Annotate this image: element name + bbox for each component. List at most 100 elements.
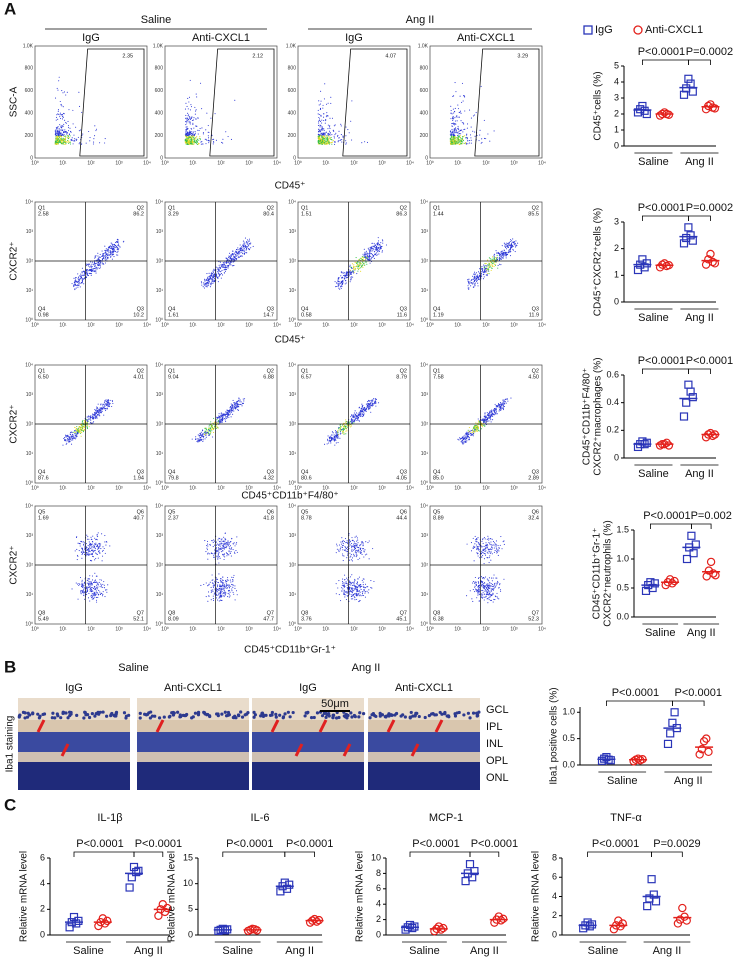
quadrant-value: 14.7 [263, 312, 274, 318]
event-dot [67, 138, 69, 140]
event-dot [467, 279, 469, 281]
event-dot [335, 431, 337, 433]
event-dot [455, 142, 457, 144]
event-dot [189, 79, 191, 81]
event-dot [242, 402, 244, 404]
event-dot [324, 83, 326, 85]
event-dot [359, 264, 361, 266]
event-dot [83, 419, 85, 421]
event-dot [222, 266, 224, 268]
event-dot [192, 119, 195, 121]
event-dot [72, 143, 74, 145]
event-dot [112, 250, 114, 252]
event-dot [500, 251, 502, 253]
event-dot [364, 410, 366, 412]
event-dot [238, 249, 240, 251]
event-dot [63, 131, 66, 133]
event-dot [356, 264, 358, 266]
event-dot [188, 114, 190, 116]
event-dot [348, 273, 350, 275]
event-dot [103, 547, 105, 550]
event-dot [485, 415, 487, 417]
event-dot [512, 238, 514, 240]
event-dot [66, 133, 68, 135]
event-dot [493, 263, 495, 265]
flow-x-tick: 10³ [115, 485, 123, 491]
flow-y-tick: 400 [25, 111, 34, 117]
event-dot [327, 133, 329, 135]
event-dot [187, 115, 189, 117]
event-dot [340, 432, 342, 435]
event-dot [67, 435, 70, 437]
event-dot [218, 264, 220, 266]
quadrant-value: 1.51 [301, 211, 312, 217]
event-dot [108, 402, 110, 404]
event-dot [454, 120, 457, 122]
event-dot [474, 275, 476, 277]
event-dot [102, 403, 104, 405]
event-dot [74, 288, 76, 290]
event-dot [224, 267, 226, 269]
event-dot [108, 247, 110, 249]
event-dot [318, 135, 320, 137]
event-dot [361, 266, 363, 268]
event-dot [371, 242, 373, 244]
event-dot [482, 274, 484, 276]
event-dot [87, 263, 89, 265]
event-dot [99, 410, 101, 412]
event-dot [212, 277, 215, 279]
event-dot [512, 245, 514, 247]
event-dot [214, 426, 216, 428]
event-dot [452, 116, 454, 118]
event-dot [217, 427, 219, 429]
event-dot [318, 118, 321, 120]
event-dot [90, 261, 92, 263]
event-dot [375, 400, 377, 403]
event-dot [75, 139, 77, 141]
event-dot [62, 129, 64, 131]
flow-y-tick: 10³ [421, 392, 429, 398]
event-dot [70, 438, 72, 440]
event-dot [208, 272, 210, 274]
event-dot [352, 415, 354, 417]
event-dot [100, 404, 102, 406]
event-dot [324, 132, 326, 134]
event-dot [87, 419, 89, 421]
event-dot [213, 417, 215, 419]
event-dot [489, 140, 491, 142]
event-dot [97, 410, 99, 412]
event-dot [59, 114, 61, 116]
event-dot [55, 129, 57, 131]
event-dot [359, 412, 361, 414]
event-dot [366, 404, 368, 406]
flow-x-tick: 10¹ [59, 626, 67, 632]
event-dot [202, 437, 204, 439]
event-dot [206, 286, 208, 288]
event-dot [199, 434, 202, 436]
event-dot [79, 278, 81, 280]
event-dot [65, 121, 67, 124]
event-dot [213, 427, 215, 430]
event-dot [91, 416, 93, 418]
event-dot [207, 429, 209, 431]
event-dot [196, 125, 198, 127]
event-dot [55, 132, 57, 134]
event-dot [374, 399, 376, 401]
event-dot [211, 272, 213, 274]
event-dot [330, 439, 332, 441]
event-dot [107, 400, 109, 402]
event-dot [332, 129, 334, 131]
event-dot [81, 274, 83, 276]
event-dot [474, 273, 476, 275]
quadrant-value: 79.8 [168, 475, 179, 481]
event-dot [337, 435, 339, 437]
event-dot [101, 255, 103, 258]
event-dot [66, 132, 68, 134]
event-dot [82, 430, 84, 432]
event-dot [470, 117, 472, 119]
event-dot [477, 429, 479, 431]
event-dot [493, 256, 495, 258]
event-dot [458, 133, 460, 135]
event-dot [466, 133, 468, 135]
event-dot [189, 121, 191, 123]
